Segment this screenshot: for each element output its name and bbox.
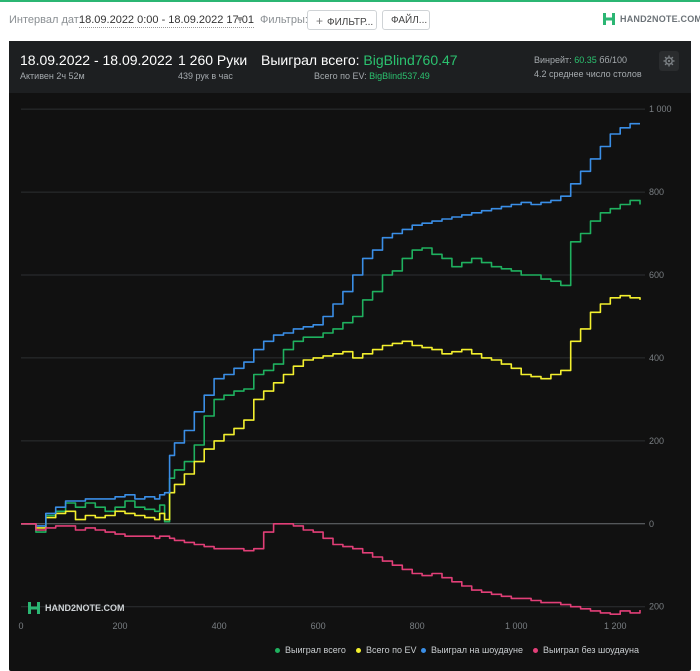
legend-dot xyxy=(421,647,426,653)
y-tick-label: 200 xyxy=(649,602,664,612)
hand2note-logo-icon xyxy=(28,602,40,614)
hands-per-hour: 439 рук в час xyxy=(178,71,233,81)
settings-button[interactable] xyxy=(659,51,679,71)
active-time: Активен 2ч 52м xyxy=(20,71,85,81)
brand-text: HAND2NOTE.COM xyxy=(620,14,700,24)
x-tick-label: 800 xyxy=(410,621,425,631)
ev-total-value: BigBlind537.49 xyxy=(369,71,430,81)
results-graph: 1 000 800 600 400 200 0 200 0 200 400 600 800 1 000 1… xyxy=(18,104,672,631)
winrate-label: Винрейт: xyxy=(534,55,572,65)
chevron-down-icon[interactable] xyxy=(236,17,244,22)
winrate-unit: бб/100 xyxy=(599,55,628,65)
graph-watermark: HAND2NOTE.COM xyxy=(27,601,125,615)
legend-item-non-showdown[interactable]: Выиграл без шоудауна xyxy=(533,645,639,655)
watermark-text: HAND2NOTE.COM xyxy=(45,603,125,613)
avg-tables: 4.2 среднее число столов xyxy=(534,69,642,79)
files-button[interactable]: ФАЙЛ... xyxy=(382,10,430,30)
y-tick-label: 600 xyxy=(649,270,664,280)
graph-panel: 18.09.2022 - 18.09.2022 Активен 2ч 52м 1… xyxy=(9,41,691,671)
y-tick-label: 800 xyxy=(649,187,664,197)
winrate-value: 60.35 xyxy=(574,55,597,65)
y-tick-label: 0 xyxy=(649,519,654,529)
legend-dot xyxy=(533,647,538,653)
x-tick-label: 1 200 xyxy=(604,621,627,631)
x-tick-label: 200 xyxy=(113,621,128,631)
legend-label: Выиграл без шоудауна xyxy=(543,645,639,655)
legend-dot xyxy=(356,647,361,653)
legend-label: Выиграл всего xyxy=(285,645,346,655)
legend-item-showdown[interactable]: Выиграл на шоудауне xyxy=(421,645,523,655)
toolbar: Интервал дат: 18.09.2022 0:00 - 18.09.20… xyxy=(0,0,700,40)
legend-item-ev[interactable]: Всего по EV xyxy=(356,645,416,655)
x-tick-label: 400 xyxy=(212,621,227,631)
date-interval-selector[interactable]: 18.09.2022 0:00 - 18.09.2022 17:01 xyxy=(79,14,254,28)
date-range: 18.09.2022 - 18.09.2022 xyxy=(20,52,173,68)
y-tick-label: 200 xyxy=(649,436,664,446)
winrate: Винрейт: 60.35 бб/100 xyxy=(534,55,627,65)
legend-label: Всего по EV xyxy=(366,645,417,655)
files-button-label: ФАЙЛ... xyxy=(391,15,428,26)
gear-icon xyxy=(663,55,675,67)
legend-label: Выиграл на шоудауне xyxy=(431,645,523,655)
x-tick-label: 1 000 xyxy=(505,621,528,631)
legend-item-won-total[interactable]: Выиграл всего xyxy=(275,645,346,655)
filters-label: Фильтры: xyxy=(260,14,308,26)
won-total-value: BigBlind760.47 xyxy=(363,52,458,68)
y-tick-label: 1 000 xyxy=(649,104,672,114)
series-line xyxy=(21,199,641,533)
legend-dot xyxy=(275,647,280,653)
series-line xyxy=(21,294,641,529)
ev-total-label: Всего по EV: xyxy=(314,71,367,81)
series-line xyxy=(21,122,640,527)
hands-count: 1 260 Руки xyxy=(178,52,248,68)
toolbar-accent-bar xyxy=(0,0,700,2)
brand-logo: HAND2NOTE.COM xyxy=(602,12,700,26)
filter-button[interactable]: + ФИЛЬТР... xyxy=(307,10,377,30)
plus-icon: + xyxy=(316,14,324,28)
summary-header: 18.09.2022 - 18.09.2022 Активен 2ч 52м 1… xyxy=(9,41,691,93)
date-interval-label: Интервал дат: xyxy=(9,14,82,26)
y-tick-label: 400 xyxy=(649,353,664,363)
x-tick-label: 0 xyxy=(18,621,23,631)
hand2note-logo-icon xyxy=(603,13,615,25)
filter-button-label: ФИЛЬТР... xyxy=(327,17,374,28)
series-line xyxy=(21,523,641,615)
won-total-label: Выиграл всего: xyxy=(261,52,360,68)
ev-total: Всего по EV: BigBlind537.49 xyxy=(314,71,430,81)
x-tick-label: 600 xyxy=(311,621,326,631)
won-total: Выиграл всего: BigBlind760.47 xyxy=(261,52,458,68)
